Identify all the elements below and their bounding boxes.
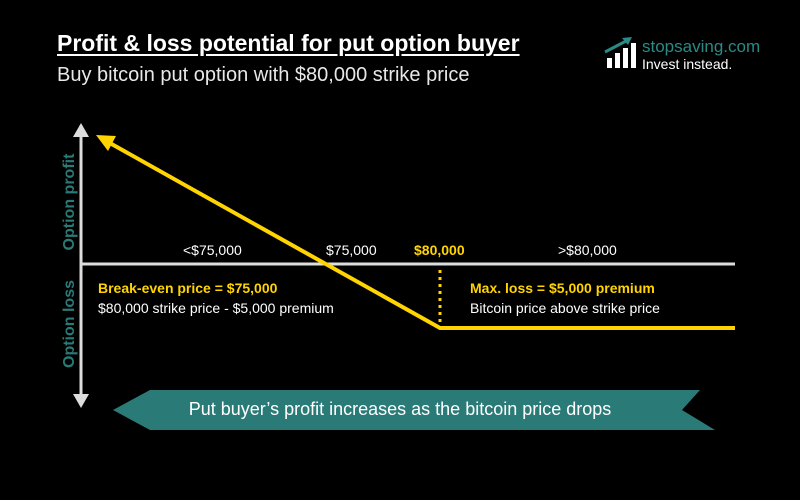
arrow-down-icon	[73, 394, 89, 408]
maxloss-title: Max. loss = $5,000 premium	[470, 280, 655, 296]
page-title: Profit & loss potential for put option b…	[57, 30, 520, 56]
price-label-breakeven: $75,000	[326, 242, 377, 258]
payoff-line	[96, 135, 735, 330]
y-axis-label-profit: Option profit	[61, 153, 78, 251]
arrow-icon	[96, 135, 116, 151]
breakeven-title: Break-even price = $75,000	[98, 280, 278, 296]
page-subtitle: Buy bitcoin put option with $80,000 stri…	[57, 64, 470, 86]
maxloss-detail: Bitcoin price above strike price	[470, 300, 660, 316]
logo-icon	[604, 37, 636, 68]
logo-brand: stopsaving.com	[642, 37, 761, 56]
arrow-up-icon	[73, 123, 89, 137]
price-label-below: <$75,000	[183, 242, 242, 258]
breakeven-detail: $80,000 strike price - $5,000 premium	[98, 300, 334, 316]
banner-shape	[113, 390, 715, 430]
price-label-strike: $80,000	[414, 242, 465, 258]
y-axis-label-loss: Option loss	[61, 280, 78, 368]
banner-text: Put buyer’s profit increases as the bitc…	[188, 399, 612, 419]
logo-tagline: Invest instead.	[642, 56, 733, 72]
price-label-above: >$80,000	[558, 242, 617, 258]
